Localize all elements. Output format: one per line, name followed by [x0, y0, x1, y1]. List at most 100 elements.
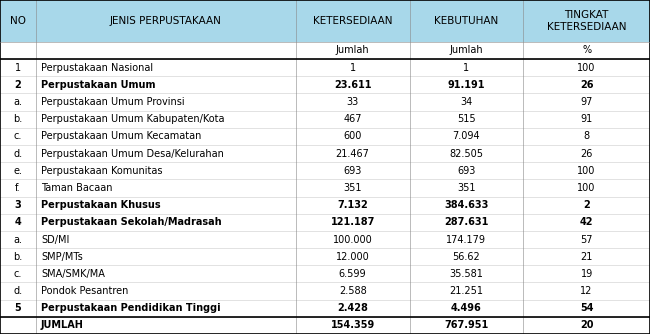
Text: 174.179: 174.179 — [447, 234, 486, 244]
Bar — [523, 231, 650, 248]
Bar — [0, 76, 36, 94]
Bar — [0, 111, 36, 128]
Text: 7.094: 7.094 — [452, 131, 480, 141]
Text: b.: b. — [13, 114, 23, 124]
Text: 35.581: 35.581 — [449, 269, 484, 279]
Text: 57: 57 — [580, 234, 593, 244]
Text: 767.951: 767.951 — [444, 320, 489, 330]
Bar — [523, 145, 650, 162]
Bar — [410, 248, 523, 265]
Text: 7.132: 7.132 — [337, 200, 368, 210]
Text: 54: 54 — [580, 303, 593, 313]
Text: 5: 5 — [14, 303, 21, 313]
Text: 693: 693 — [343, 166, 362, 176]
Bar — [0, 42, 36, 59]
Bar — [523, 59, 650, 76]
Bar — [296, 0, 410, 42]
Bar — [0, 59, 36, 76]
Bar — [36, 94, 296, 111]
Text: 26: 26 — [580, 80, 593, 90]
Bar — [0, 265, 36, 283]
Text: Taman Bacaan: Taman Bacaan — [41, 183, 112, 193]
Bar — [523, 94, 650, 111]
Bar — [410, 0, 523, 42]
Bar — [296, 76, 410, 94]
Text: 287.631: 287.631 — [444, 217, 489, 227]
Text: 4: 4 — [14, 217, 21, 227]
Text: Perpustakaan Nasional: Perpustakaan Nasional — [41, 63, 153, 73]
Text: 1: 1 — [350, 63, 356, 73]
Bar — [0, 300, 36, 317]
Text: Perpustakaan Umum Kabupaten/Kota: Perpustakaan Umum Kabupaten/Kota — [41, 114, 224, 124]
Text: 12: 12 — [580, 286, 593, 296]
Text: 467: 467 — [343, 114, 362, 124]
Text: 19: 19 — [580, 269, 593, 279]
Text: 100: 100 — [577, 166, 596, 176]
Bar — [0, 179, 36, 196]
Bar — [36, 162, 296, 179]
Text: Perpustakaan Khusus: Perpustakaan Khusus — [41, 200, 161, 210]
Text: 100: 100 — [577, 183, 596, 193]
Text: 351: 351 — [343, 183, 362, 193]
Bar — [296, 128, 410, 145]
Bar — [296, 59, 410, 76]
Bar — [523, 265, 650, 283]
Text: 100.000: 100.000 — [333, 234, 372, 244]
Text: Pondok Pesantren: Pondok Pesantren — [41, 286, 128, 296]
Bar — [36, 231, 296, 248]
Bar — [36, 248, 296, 265]
Text: SMP/MTs: SMP/MTs — [41, 252, 83, 262]
Text: 3: 3 — [14, 200, 21, 210]
Bar — [296, 300, 410, 317]
Text: 2: 2 — [14, 80, 21, 90]
Text: NO: NO — [10, 16, 26, 26]
Text: 82.505: 82.505 — [449, 149, 484, 159]
Bar — [410, 317, 523, 334]
Text: e.: e. — [14, 166, 22, 176]
Text: Perpustakaan Sekolah/Madrasah: Perpustakaan Sekolah/Madrasah — [41, 217, 222, 227]
Bar — [523, 42, 650, 59]
Text: Jumlah: Jumlah — [336, 45, 369, 55]
Text: KETERSEDIAAN: KETERSEDIAAN — [313, 16, 393, 26]
Bar — [0, 145, 36, 162]
Text: 351: 351 — [457, 183, 476, 193]
Bar — [410, 196, 523, 214]
Text: a.: a. — [14, 97, 22, 107]
Bar — [523, 283, 650, 300]
Bar — [36, 283, 296, 300]
Text: b.: b. — [13, 252, 23, 262]
Bar — [36, 42, 296, 59]
Text: 1: 1 — [15, 63, 21, 73]
Text: Perpustakaan Komunitas: Perpustakaan Komunitas — [41, 166, 162, 176]
Text: 693: 693 — [457, 166, 476, 176]
Bar — [410, 94, 523, 111]
Bar — [410, 128, 523, 145]
Text: d.: d. — [13, 286, 23, 296]
Text: f.: f. — [15, 183, 21, 193]
Text: 21.467: 21.467 — [335, 149, 370, 159]
Text: Perpustakaan Pendidikan Tinggi: Perpustakaan Pendidikan Tinggi — [41, 303, 220, 313]
Bar — [0, 162, 36, 179]
Text: 42: 42 — [580, 217, 593, 227]
Bar — [36, 59, 296, 76]
Bar — [0, 283, 36, 300]
Bar — [296, 179, 410, 196]
Text: JUMLAH: JUMLAH — [41, 320, 84, 330]
Text: 34: 34 — [460, 97, 473, 107]
Bar — [296, 162, 410, 179]
Text: Jumlah: Jumlah — [450, 45, 483, 55]
Bar — [410, 42, 523, 59]
Bar — [523, 111, 650, 128]
Text: 2.588: 2.588 — [339, 286, 367, 296]
Bar — [36, 317, 296, 334]
Text: 100: 100 — [577, 63, 596, 73]
Bar — [0, 94, 36, 111]
Bar — [36, 214, 296, 231]
Text: 33: 33 — [346, 97, 359, 107]
Text: 12.000: 12.000 — [336, 252, 369, 262]
Text: 91: 91 — [580, 114, 593, 124]
Text: JENIS PERPUSTAKAAN: JENIS PERPUSTAKAAN — [110, 16, 222, 26]
Bar — [0, 248, 36, 265]
Bar — [36, 145, 296, 162]
Bar — [410, 283, 523, 300]
